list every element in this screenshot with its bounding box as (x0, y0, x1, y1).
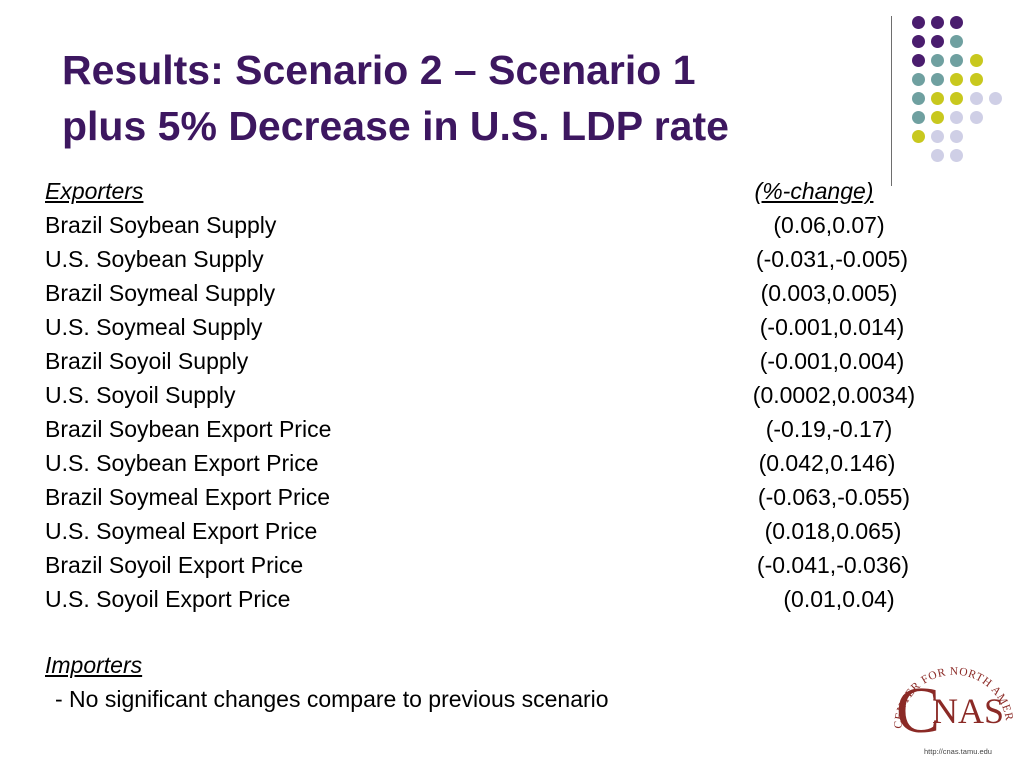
decorative-dot (950, 73, 963, 86)
decorative-dot (931, 111, 944, 124)
decorative-dot (950, 130, 963, 143)
decorative-dot (931, 35, 944, 48)
cnas-logo: CENTER FOR NORTH AMERICAN STUDIES C NAS … (880, 636, 1014, 756)
title-line-2: plus 5% Decrease in U.S. LDP rate (62, 103, 729, 149)
importers-note: - No significant changes compare to prev… (55, 686, 609, 712)
exporter-value: (0.01,0.04) (783, 586, 895, 612)
exporter-row: U.S. Soyoil Export Price (0.01,0.04) (45, 582, 945, 616)
decorative-dot (970, 54, 983, 67)
exporter-label: Brazil Soymeal Supply (45, 280, 276, 306)
exporter-label: Brazil Soymeal Export Price (45, 484, 331, 510)
decorative-dot (950, 111, 963, 124)
exporter-row: U.S. Soymeal Export Price (0.018,0.065) (45, 514, 945, 548)
importers-heading: Importers (45, 652, 143, 678)
change-heading: (%-change) (754, 178, 874, 204)
exporter-label: U.S. Soymeal Export Price (45, 518, 318, 544)
exporter-label: U.S. Soyoil Supply (45, 382, 236, 408)
decorative-dot (950, 35, 963, 48)
exporter-label: U.S. Soymeal Supply (45, 314, 263, 340)
exporter-value: (0.003,0.005) (760, 280, 898, 306)
exporter-label: Brazil Soybean Supply (45, 212, 277, 238)
exporter-row: U.S. Soyoil Supply (0.0002,0.0034) (45, 378, 945, 412)
decorative-dot (931, 149, 944, 162)
exporter-label: Brazil Soyoil Supply (45, 348, 249, 374)
decorative-dot (912, 54, 925, 67)
exporter-row: U.S. Soymeal Supply (-0.001,0.014) (45, 310, 945, 344)
logo-nas-letters: NAS (932, 691, 1004, 731)
exporter-row: Brazil Soymeal Export Price (-0.063,-0.05… (45, 480, 945, 514)
exporter-row: U.S. Soybean Supply (-0.031,-0.005) (45, 242, 945, 276)
decorative-dot (912, 16, 925, 29)
exporter-value: (-0.001,0.004) (759, 348, 905, 374)
decorative-dot (950, 16, 963, 29)
exporter-value: (0.042,0.146) (758, 450, 896, 476)
importers-section: Importers - No significant changes compa… (45, 648, 609, 716)
exporter-value: (-0.19,-0.17) (765, 416, 893, 442)
decorative-dot (912, 111, 925, 124)
decorative-dot (931, 54, 944, 67)
vertical-divider (891, 16, 892, 186)
exporter-label: U.S. Soybean Export Price (45, 450, 319, 476)
exporter-value: (-0.001,0.014) (759, 314, 905, 340)
decorative-dot (950, 54, 963, 67)
exporter-label: Brazil Soybean Export Price (45, 416, 332, 442)
decorative-dot (970, 73, 983, 86)
exporter-label: U.S. Soyoil Export Price (45, 586, 291, 612)
exporters-section: Exporters (%-change) Brazil Soybean Supp… (45, 174, 945, 616)
exporter-value: (-0.031,-0.005) (755, 246, 909, 272)
exporter-row: Brazil Soyoil Supply (-0.001,0.004) (45, 344, 945, 378)
decorative-dot (931, 130, 944, 143)
exporter-row: Brazil Soybean Supply (0.06,0.07) (45, 208, 945, 242)
exporter-row: Brazil Soymeal Supply (0.003,0.005) (45, 276, 945, 310)
exporter-row: Brazil Soyoil Export Price (-0.041,-0.036… (45, 548, 945, 582)
exporter-value: (-0.041,-0.036) (756, 552, 910, 578)
decorative-dot (950, 149, 963, 162)
title-line-1: Results: Scenario 2 – Scenario 1 (62, 47, 696, 93)
exporter-label: U.S. Soybean Supply (45, 246, 264, 272)
decorative-dot (912, 35, 925, 48)
decorative-dot (970, 111, 983, 124)
exporter-row: U.S. Soybean Export Price (0.042,0.146) (45, 446, 945, 480)
decorative-dot (912, 73, 925, 86)
decorative-dot (931, 92, 944, 105)
exporters-heading: Exporters (45, 178, 144, 204)
exporter-value: (0.018,0.065) (764, 518, 902, 544)
decorative-dot (931, 73, 944, 86)
logo-c-letter: C (896, 674, 940, 747)
logo-url: http://cnas.tamu.edu (924, 747, 992, 756)
exporters-list: Brazil Soybean Supply (0.06,0.07) U.S. Soy… (45, 208, 945, 616)
decorative-dot (931, 16, 944, 29)
exporter-value: (-0.063,-0.055) (757, 484, 911, 510)
decorative-dot (950, 92, 963, 105)
exporter-row: Brazil Soybean Export Price (-0.19,-0.17) (45, 412, 945, 446)
exporter-label: Brazil Soyoil Export Price (45, 552, 304, 578)
exporters-header-row: Exporters (%-change) (45, 174, 945, 208)
decorative-dot (970, 92, 983, 105)
decorative-dot (989, 92, 1002, 105)
exporter-value: (0.06,0.07) (773, 212, 885, 238)
exporter-value: (0.0002,0.0034) (752, 382, 916, 408)
decorative-dot (912, 92, 925, 105)
decorative-dot (912, 130, 925, 143)
slide-title: Results: Scenario 2 – Scenario 1 plus 5%… (62, 42, 882, 154)
